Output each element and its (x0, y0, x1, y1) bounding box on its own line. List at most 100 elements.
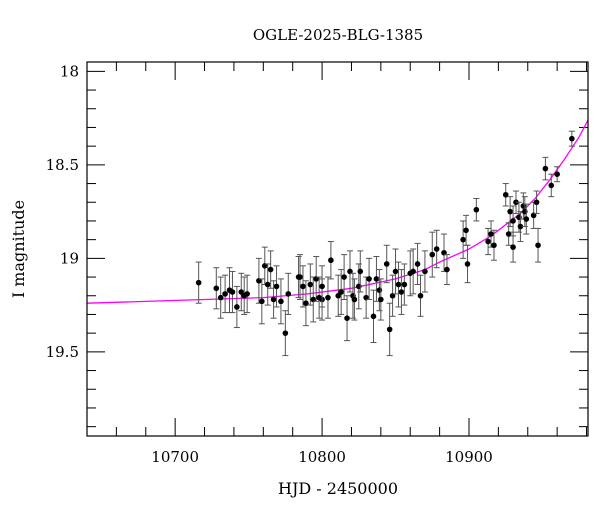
data-point (521, 196, 528, 228)
point-marker (401, 281, 408, 288)
point-marker (473, 206, 480, 213)
point-marker (341, 274, 347, 280)
data-point (389, 274, 396, 317)
point-marker (264, 281, 271, 288)
point-marker (351, 296, 358, 303)
data-point (255, 257, 262, 304)
data-point (398, 269, 405, 315)
data-point (523, 203, 530, 235)
data-point (267, 250, 274, 289)
point-marker (328, 257, 334, 264)
data-point (530, 201, 537, 229)
point-marker (234, 304, 240, 310)
data-point (542, 156, 549, 181)
data-point (258, 278, 265, 325)
point-marker (383, 261, 390, 267)
point-marker (414, 261, 421, 267)
point-marker (510, 244, 516, 250)
data-point (233, 285, 240, 329)
point-marker (297, 274, 303, 280)
data-point (277, 278, 284, 325)
point-marker (460, 236, 466, 243)
point-marker (488, 231, 494, 237)
point-marker (307, 281, 314, 288)
data-point (349, 272, 356, 319)
point-marker (344, 315, 350, 321)
data-point (386, 302, 393, 357)
y-axis-label: I magnitude (9, 200, 28, 298)
data-point (376, 269, 383, 312)
data-point (392, 248, 399, 295)
point-marker (464, 261, 471, 267)
y-tick-label: 19 (60, 249, 79, 267)
data-point (351, 278, 358, 321)
data-point (421, 250, 428, 293)
x-tick-label: 10700 (151, 448, 199, 466)
point-marker (273, 283, 280, 290)
data-point (510, 231, 517, 263)
data-point (238, 272, 245, 312)
data-point (327, 241, 334, 280)
data-point (363, 276, 370, 319)
data-point (485, 227, 492, 256)
data-point (302, 280, 309, 327)
data-point (429, 231, 436, 278)
data-point (244, 274, 251, 314)
data-point (401, 263, 408, 306)
x-axis-label: HJD - 2450000 (278, 479, 398, 498)
data-point (463, 214, 470, 246)
model-curve (86, 119, 589, 304)
model-curve-group (86, 119, 589, 304)
data-point (285, 272, 292, 315)
point-marker (303, 300, 309, 307)
point-marker (523, 216, 530, 222)
data-point (410, 248, 417, 295)
point-marker (300, 283, 306, 290)
point-marker (267, 266, 274, 273)
data-point (417, 274, 424, 317)
point-marker (378, 296, 384, 303)
data-point (297, 254, 304, 300)
point-marker (433, 246, 440, 252)
point-marker (533, 199, 540, 206)
point-marker (395, 281, 402, 288)
data-point (357, 250, 364, 293)
point-marker (357, 268, 364, 275)
point-marker (410, 268, 416, 275)
data-point (229, 270, 236, 314)
x-tick-label: 10800 (298, 448, 346, 466)
data-point (370, 289, 377, 343)
point-marker (222, 291, 228, 297)
y-tick-label: 18.5 (46, 156, 79, 174)
point-marker (535, 242, 541, 249)
data-point (299, 265, 306, 308)
point-marker (229, 289, 236, 295)
point-marker (507, 208, 513, 215)
point-marker (238, 289, 245, 295)
data-point (502, 183, 509, 207)
data-point (273, 265, 280, 308)
data-point (383, 244, 390, 284)
data-point (441, 233, 448, 272)
data-point (548, 173, 555, 198)
point-marker (366, 276, 372, 282)
data-point (344, 295, 351, 342)
point-marker (510, 218, 516, 224)
point-marker (502, 191, 509, 198)
data-point (414, 242, 421, 286)
point-marker (444, 266, 450, 273)
data-point (222, 274, 229, 314)
data-point (407, 250, 414, 297)
data-point (341, 254, 348, 300)
data-point (264, 263, 271, 306)
plot-frame (86, 61, 589, 437)
data-point (535, 227, 542, 263)
data-point (335, 274, 342, 317)
data-point (307, 263, 314, 306)
data-point (324, 276, 331, 319)
data-point (464, 244, 471, 284)
point-marker (370, 313, 377, 320)
point-marker (517, 223, 524, 230)
data-point (217, 276, 224, 319)
point-marker (505, 231, 512, 237)
